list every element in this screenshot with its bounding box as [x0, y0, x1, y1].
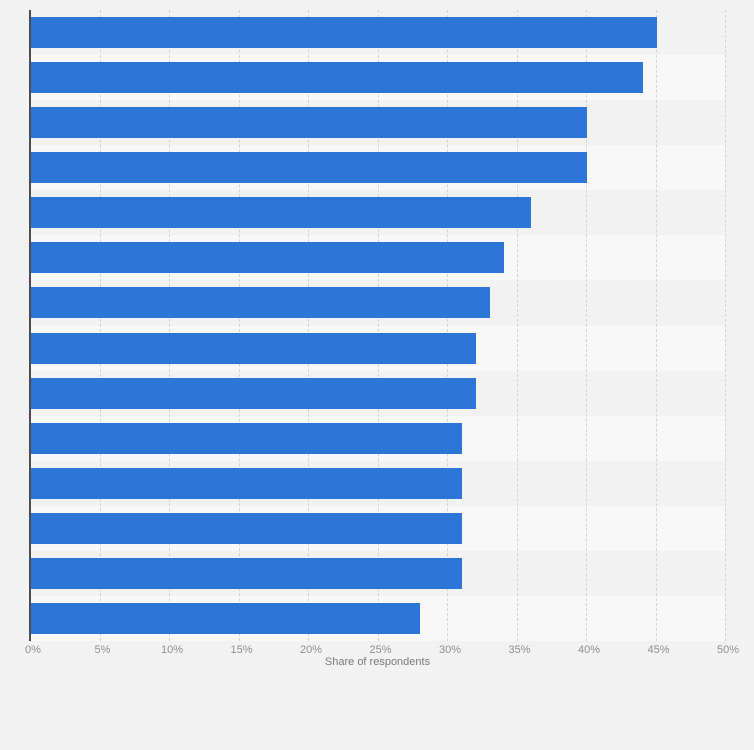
bar[interactable] [31, 512, 462, 544]
x-tick-label: 25% [369, 644, 392, 656]
gridline [308, 10, 309, 641]
bar[interactable] [31, 107, 587, 139]
gridline [655, 10, 657, 641]
x-tick-label: 30% [438, 644, 462, 656]
y-axis-line [29, 10, 31, 641]
gridline [586, 10, 587, 641]
bar[interactable] [31, 287, 490, 319]
bar[interactable] [31, 557, 462, 589]
gridline [377, 10, 379, 641]
gridline [447, 10, 448, 641]
x-tick-label: 50% [716, 644, 740, 656]
bar[interactable] [31, 422, 462, 454]
bar[interactable] [31, 332, 476, 364]
bar[interactable] [31, 62, 643, 94]
x-tick-label: 5% [94, 644, 111, 656]
gridline [516, 10, 518, 641]
x-tick-label: 35% [508, 644, 531, 656]
bar[interactable] [31, 602, 421, 634]
x-tick-label: 10% [160, 644, 184, 656]
gridline [169, 10, 170, 641]
x-tick-label: 45% [647, 644, 670, 656]
bar[interactable] [31, 17, 657, 49]
x-tick-label: 40% [577, 644, 601, 656]
x-tick-label: 0% [25, 644, 41, 656]
gridline [99, 10, 101, 641]
x-axis-title: Share of respondents [324, 656, 431, 668]
bar[interactable] [31, 467, 462, 499]
bar[interactable] [31, 197, 532, 229]
x-tick-label: 20% [299, 644, 323, 656]
bar[interactable] [31, 242, 504, 274]
gridline [725, 10, 726, 641]
bar[interactable] [31, 152, 587, 184]
gridline [238, 10, 240, 641]
x-tick-label: 15% [230, 644, 253, 656]
bar[interactable] [31, 377, 476, 409]
